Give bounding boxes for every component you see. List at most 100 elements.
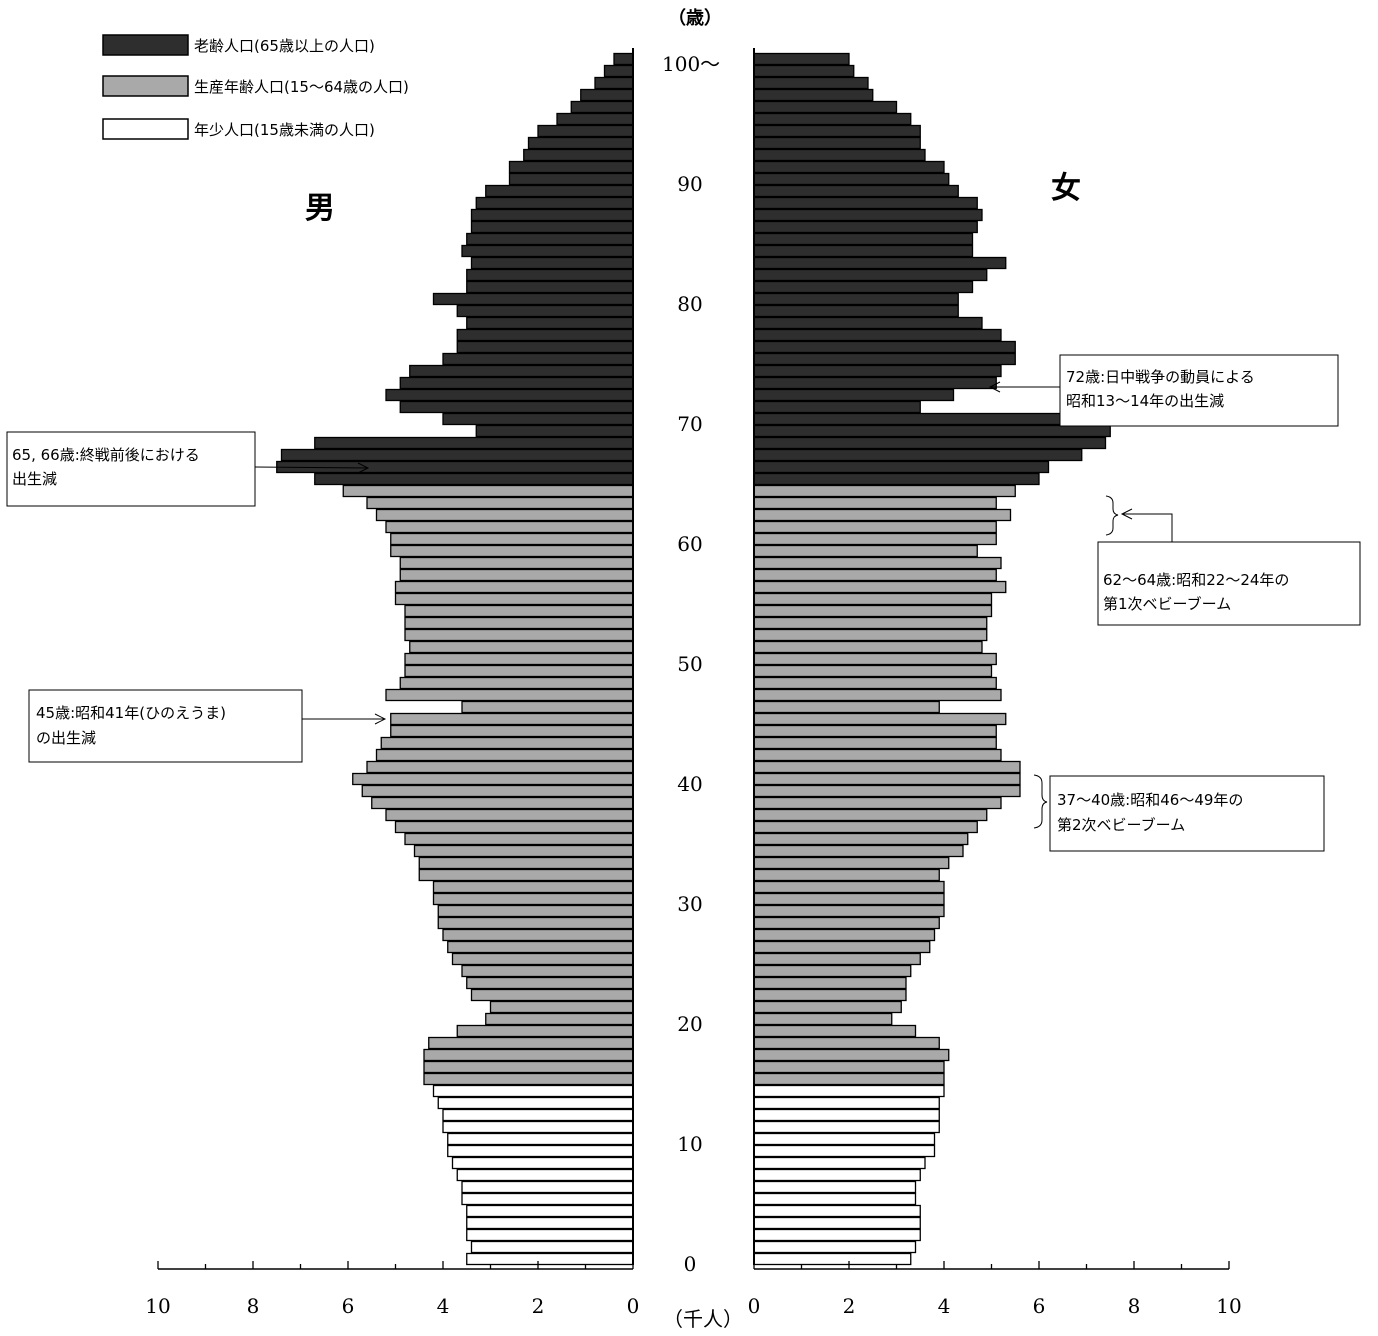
female-bar-age-77: [753, 328, 1002, 342]
male-bar-age-84: [461, 244, 634, 258]
male-bar-age-43: [380, 736, 634, 750]
female-bar-age-32: [753, 868, 940, 882]
female-bar-age-0: [753, 1252, 912, 1266]
female-bar-age-94: [753, 124, 921, 138]
female-bar-age-26: [753, 940, 931, 954]
female-bar-age-63: [753, 496, 997, 510]
female-bar-age-75: [753, 352, 1016, 366]
female-bar-age-76: [753, 340, 1016, 354]
female-bar-age-37: [753, 808, 988, 822]
arrow-head: [374, 713, 387, 725]
male-bar-age-0: [466, 1252, 634, 1266]
legend: 老齢人口(65歳以上の人口) 生産年齢人口(15～64歳の人口) 年少人口(15…: [102, 34, 409, 140]
male-bar-age-13: [437, 1096, 634, 1110]
female-value-tick-label: 2: [843, 1294, 856, 1318]
male-bar-age-9: [447, 1144, 634, 1158]
female-bar-age-43: [753, 736, 997, 750]
male-bar-age-78: [466, 316, 634, 330]
female-bar-age-30: [753, 892, 945, 906]
female-bar-age-31: [753, 880, 945, 894]
male-bar-age-32: [418, 868, 634, 882]
male-bar-age-61: [385, 520, 634, 534]
female-bar-age-83: [753, 256, 1007, 270]
male-bar-age-34: [413, 844, 634, 858]
male-bar-age-41: [366, 760, 634, 774]
male-bar-age-89: [485, 184, 634, 198]
female-bar-age-95: [753, 112, 912, 126]
female-bar-age-18: [753, 1036, 940, 1050]
male-bar-age-55: [394, 592, 634, 606]
annotation-sino-japanese-war: 72歳:日中戦争の動員による 昭和13～14年の出生減: [988, 354, 1339, 427]
male-bar-age-39: [361, 784, 634, 798]
male-value-tick-label: 4: [437, 1294, 450, 1318]
female-bar-age-40: [753, 772, 1021, 786]
male-bar-age-26: [447, 940, 634, 954]
female-bar-age-9: [753, 1144, 936, 1158]
female-bar-age-53: [753, 616, 988, 630]
male-value-tick-label: 2: [532, 1294, 545, 1318]
female-bar-age-85: [753, 232, 974, 246]
male-bar-age-83: [470, 256, 634, 270]
female-bar-age-71: [753, 400, 921, 414]
female-bar-age-55: [753, 592, 993, 606]
annotation-bracket: [1105, 495, 1119, 536]
annotation-line: 37～40歳:昭和46～49年の: [1057, 791, 1243, 809]
male-bar-age-38: [371, 796, 634, 810]
annotation-box: [6, 431, 256, 507]
female-bar-age-14: [753, 1084, 945, 1098]
male-bar-age-8: [451, 1156, 634, 1170]
female-bar-age-23: [753, 976, 907, 990]
male-bar-age-47: [385, 688, 634, 702]
value-axis-unit: （千人）: [663, 1307, 743, 1331]
female-bar-age-20: [753, 1012, 893, 1026]
male-bar-age-18: [428, 1036, 634, 1050]
male-bar-age-85: [466, 232, 634, 246]
legend-swatch-young: [102, 118, 189, 140]
female-bar-age-16: [753, 1060, 945, 1074]
female-bar-age-93: [753, 136, 921, 150]
male-bar-age-75: [442, 352, 634, 366]
female-bars: [753, 48, 1111, 1266]
legend-swatch-elderly: [102, 34, 189, 56]
male-value-tick-label: 0: [627, 1294, 640, 1318]
male-bar-age-1: [470, 1240, 634, 1254]
male-bar-age-28: [437, 916, 634, 930]
female-bar-age-57: [753, 568, 997, 582]
male-bar-age-17: [423, 1048, 634, 1062]
age-tick-label: 90: [677, 172, 702, 196]
female-bar-age-78: [753, 316, 983, 330]
value-axes: 10 8 6 4 2 0 0 2 4 6 8 10: [145, 1261, 1242, 1318]
male-bar-age-68: [314, 436, 634, 450]
female-value-tick-label: 8: [1128, 1294, 1141, 1318]
female-bar-age-60: [753, 532, 997, 546]
age-tick-label: 70: [677, 412, 702, 436]
male-bar-age-22: [470, 988, 634, 1002]
female-bar-age-69: [753, 424, 1111, 438]
female-bar-age-33: [753, 856, 950, 870]
female-bar-age-21: [753, 1000, 902, 1014]
female-bar-age-88: [753, 196, 978, 210]
female-bar-age-66: [753, 460, 1050, 474]
female-bar-age-48: [753, 676, 997, 690]
female-bar-age-29: [753, 904, 945, 918]
female-bar-age-27: [753, 928, 936, 942]
male-bar-age-60: [390, 532, 634, 546]
male-bar-age-46: [461, 700, 634, 714]
age-tick-label: 20: [677, 1012, 702, 1036]
male-bar-age-16: [423, 1060, 634, 1074]
male-bar-age-58: [399, 556, 634, 570]
male-bar-age-50: [404, 652, 634, 666]
annotation-line: 第1次ベビーブーム: [1103, 595, 1231, 613]
female-bar-age-86: [753, 220, 978, 234]
female-value-tick-label: 6: [1033, 1294, 1046, 1318]
female-bar-age-67: [753, 448, 1083, 462]
male-value-tick-label: 6: [342, 1294, 355, 1318]
male-bar-age-86: [470, 220, 634, 234]
male-bar-age-29: [437, 904, 634, 918]
female-bar-age-7: [753, 1168, 921, 1182]
female-bar-age-74: [753, 364, 1002, 378]
female-bar-age-79: [753, 304, 959, 318]
female-bar-age-41: [753, 760, 1021, 774]
annotation-hinoeuma: 45歳:昭和41年(ひのえうま) の出生減: [28, 689, 387, 763]
